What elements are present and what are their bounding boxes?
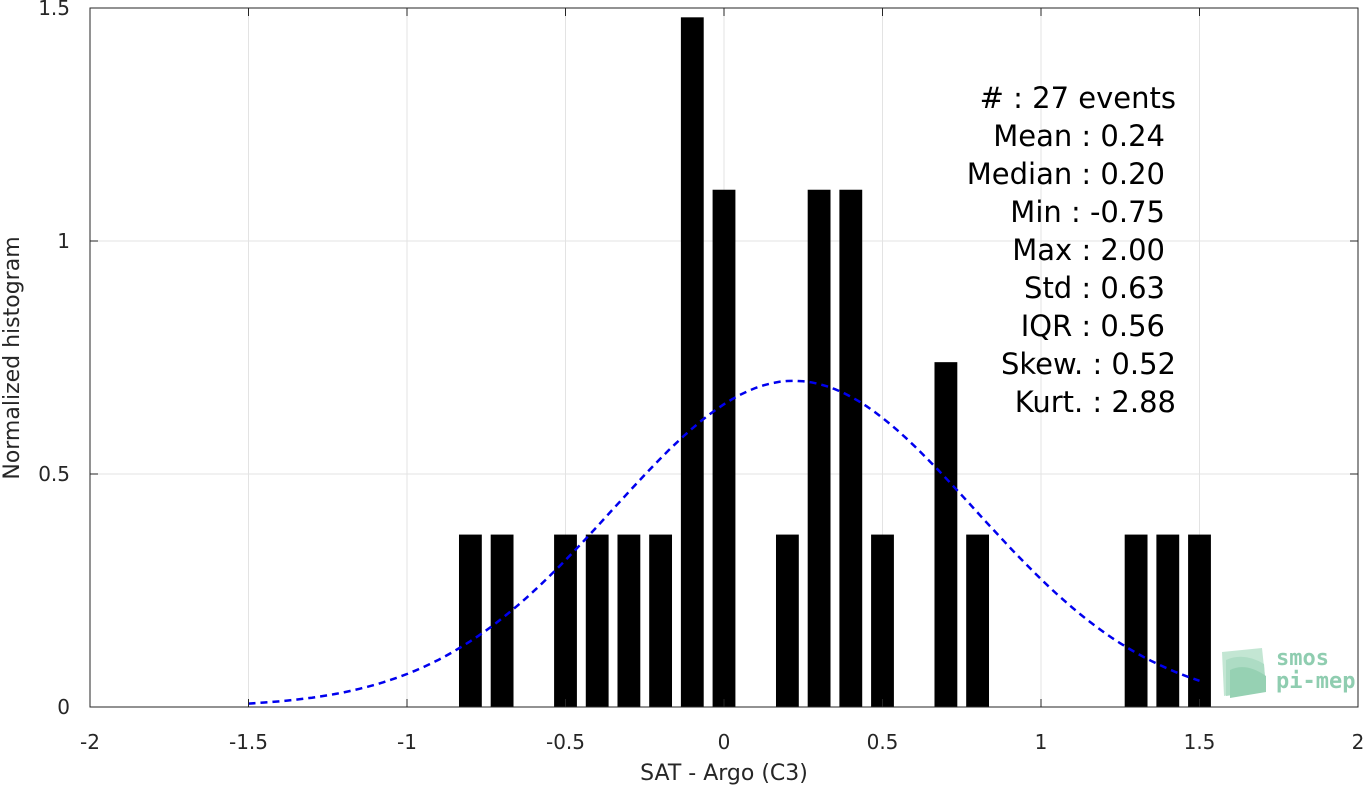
stat-min: Min : -0.75 [1010, 195, 1165, 229]
histogram-bar [554, 534, 577, 707]
stat-mean: Mean : 0.24 [993, 119, 1165, 153]
x-tick-label: 0 [718, 730, 731, 754]
histogram-bar [839, 189, 863, 708]
smos-pi-mep-logo: smos pi-mep [1222, 646, 1355, 698]
y-axis-ticks: 0 0.5 1 1.5 [38, 0, 1358, 719]
histogram-bar [649, 534, 673, 707]
stat-iqr: IQR : 0.56 [1021, 309, 1165, 343]
x-axis-label: SAT - Argo (C3) [640, 761, 808, 786]
y-tick-label: 0.5 [38, 462, 70, 486]
histogram-bar [775, 534, 799, 707]
histogram-bar [966, 534, 990, 707]
histogram-bar [490, 534, 514, 707]
x-tick-label: -0.5 [546, 730, 585, 754]
stat-std: Std : 0.63 [1024, 271, 1165, 305]
stat-max: Max : 2.00 [1012, 233, 1165, 267]
stat-kurtosis: Kurt. : 2.88 [1015, 385, 1176, 419]
stat-skewness: Skew. : 0.52 [1001, 347, 1176, 381]
logo-waves-icon [1222, 648, 1266, 698]
normal-fit-curve [248, 379, 1200, 705]
histogram-bar [458, 534, 482, 707]
x-tick-label: -1 [397, 730, 417, 754]
statistics-box: # : 27 events Mean : 0.24 Median : 0.20 … [967, 81, 1176, 419]
stat-median: Median : 0.20 [967, 157, 1165, 191]
y-tick-label: 0 [57, 695, 70, 719]
y-tick-label: 1.5 [38, 0, 70, 20]
histogram-bar [1188, 534, 1211, 707]
stat-count: # : 27 events [980, 81, 1176, 115]
x-tick-label: -1.5 [229, 730, 268, 754]
y-tick-label: 1 [57, 229, 70, 253]
logo-line-2: pi-mep [1276, 669, 1355, 694]
y-axis-label: Normalized histogram [0, 236, 25, 479]
x-axis-ticks: -2 -1.5 -1 -0.5 0 0.5 1 1.5 2 [80, 8, 1364, 754]
histogram-bar [807, 189, 831, 708]
histogram-bar [1156, 534, 1180, 707]
histogram-bar [585, 534, 609, 707]
x-tick-label: 1.5 [1184, 730, 1216, 754]
histogram-bar [934, 362, 958, 707]
x-tick-label: 2 [1352, 730, 1365, 754]
logo-line-1: smos [1276, 646, 1329, 671]
x-tick-label: 1 [1035, 730, 1048, 754]
histogram-bar [712, 189, 736, 708]
histogram-bar [1124, 534, 1148, 707]
x-tick-label: -2 [80, 730, 100, 754]
x-tick-label: 0.5 [867, 730, 899, 754]
bars [458, 17, 1211, 708]
histogram-bar [680, 17, 704, 707]
histogram-bar [871, 534, 894, 707]
histogram-bar [617, 534, 641, 707]
